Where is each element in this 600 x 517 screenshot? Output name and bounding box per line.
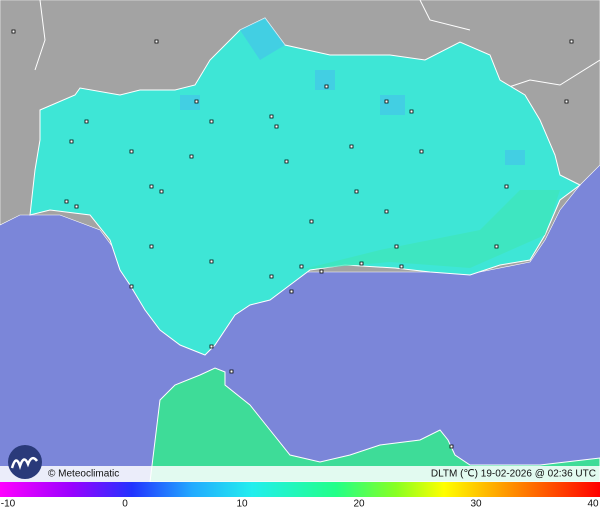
colorbar-labels-bg — [0, 497, 600, 517]
logo-mark — [10, 456, 39, 470]
logo — [8, 445, 42, 479]
colorbar-tick-label: 30 — [470, 499, 482, 510]
colorbar-tick-label: -10 — [1, 499, 16, 510]
stations — [11, 29, 574, 449]
cool-areas — [180, 18, 525, 165]
north-africa — [149, 367, 600, 483]
caption: DLTM (℃) 19-02-2026 @ 02:36 UTC — [431, 469, 596, 480]
borders — [34, 0, 600, 91]
warm-area — [300, 190, 560, 270]
credit: © Meteoclimatic — [48, 469, 119, 480]
colorbar — [0, 482, 600, 497]
colorbar-tick-label: 20 — [353, 499, 365, 510]
footer-strip — [0, 466, 600, 482]
colorbar-tick-label: 10 — [236, 499, 248, 510]
colorbar-tick-label: 40 — [587, 499, 599, 510]
colorbar-tick-label: 0 — [122, 499, 128, 510]
